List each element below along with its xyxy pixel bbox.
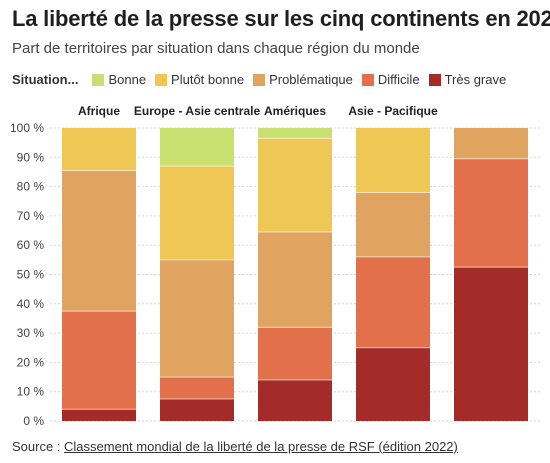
- bar-segment-plutot-bonne[interactable]: [62, 128, 136, 171]
- category-label-asie-pacifique: Asie - Pacifique: [348, 104, 438, 118]
- y-tick-label: 0 %: [23, 414, 44, 428]
- y-tick-label: 100 %: [10, 121, 44, 135]
- source-link[interactable]: Classement mondial de la liberté de la p…: [64, 439, 458, 454]
- bar-segment-tres-grave[interactable]: [356, 347, 430, 421]
- y-tick-label: 50 %: [17, 268, 45, 282]
- legend-item-problematique[interactable]: Problématique: [253, 72, 353, 87]
- y-tick-label: 30 %: [17, 326, 45, 340]
- y-tick-label: 20 %: [17, 355, 45, 369]
- legend-item-bonne[interactable]: Bonne: [92, 72, 146, 87]
- legend-item-plutot-bonne[interactable]: Plutôt bonne: [155, 72, 244, 87]
- bar-segment-difficile[interactable]: [454, 158, 528, 268]
- legend-label-problematique: Problématique: [269, 72, 353, 87]
- legend-label-plutot-bonne: Plutôt bonne: [171, 72, 245, 87]
- bar-segment-tres-grave[interactable]: [454, 267, 528, 421]
- bar-segment-difficile[interactable]: [258, 327, 332, 380]
- bar-segment-problematique[interactable]: [62, 170, 136, 312]
- bar-segment-problematique[interactable]: [160, 259, 234, 378]
- bar-segment-tres-grave[interactable]: [160, 399, 234, 421]
- bar-segment-bonne[interactable]: [258, 128, 332, 139]
- legend-title: Situation...: [12, 72, 79, 87]
- legend-swatch-tres-grave: [428, 73, 441, 86]
- y-tick-label: 70 %: [17, 209, 45, 223]
- y-tick-label: 40 %: [17, 297, 45, 311]
- chart-title: La liberté de la presse sur les cinq con…: [12, 6, 550, 31]
- legend-label-bonne: Bonne: [108, 72, 147, 87]
- source-prefix: Source :: [12, 439, 65, 454]
- bar-segment-bonne[interactable]: [160, 128, 234, 167]
- legend: Situation... Bonne Plutôt bonne Probléma…: [12, 72, 515, 87]
- category-label-afrique: Afrique: [78, 104, 120, 118]
- bar-segment-problematique[interactable]: [258, 232, 332, 328]
- legend-item-tres-grave[interactable]: Très grave: [428, 72, 507, 87]
- chart-subtitle: Part de territoires par situation dans c…: [12, 40, 420, 57]
- bar-segment-difficile[interactable]: [62, 311, 136, 410]
- legend-label-difficile: Difficile: [377, 72, 420, 87]
- bar-segment-plutot-bonne[interactable]: [160, 166, 234, 260]
- bar-segment-plutot-bonne[interactable]: [258, 138, 332, 233]
- bar-segment-plutot-bonne[interactable]: [356, 128, 430, 193]
- legend-swatch-plutot-bonne: [155, 73, 168, 86]
- legend-swatch-bonne: [92, 73, 105, 86]
- bar-segment-problematique[interactable]: [356, 192, 430, 257]
- legend-swatch-difficile: [361, 73, 374, 86]
- bar-segment-problematique[interactable]: [454, 128, 528, 159]
- bar-segment-difficile[interactable]: [160, 377, 234, 400]
- bar-segment-difficile[interactable]: [356, 256, 430, 348]
- legend-item-difficile[interactable]: Difficile: [361, 72, 420, 87]
- legend-swatch-problematique: [253, 73, 266, 86]
- y-tick-label: 60 %: [17, 238, 45, 252]
- category-label-ameriques: Amériques: [264, 104, 326, 118]
- y-tick-label: 90 %: [17, 150, 45, 164]
- bar-segment-tres-grave[interactable]: [62, 409, 136, 421]
- bar-segment-tres-grave[interactable]: [258, 379, 332, 421]
- y-tick-label: 80 %: [17, 180, 45, 194]
- category-label-europe-asie-centrale: Europe - Asie centrale: [134, 104, 261, 118]
- legend-label-tres-grave: Très grave: [444, 72, 507, 87]
- y-tick-label: 10 %: [17, 385, 45, 399]
- source-note: Source : Classement mondial de la libert…: [12, 439, 458, 454]
